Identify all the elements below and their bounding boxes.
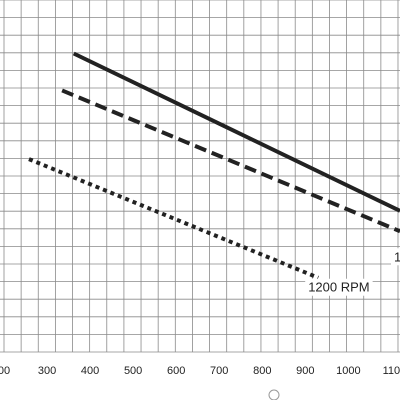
x-tick-label: 900 [296,365,314,377]
series-line-solid [72,51,400,213]
grid [0,0,400,353]
series-label-background [305,278,373,296]
x-tick-label: 800 [253,365,271,377]
x-tick-label: 500 [124,365,142,377]
x-tick-label: 110 [383,365,400,377]
series-labels: 1 1200 RPM [305,248,400,296]
x-tick-label: 600 [167,365,185,377]
series-label: 1200 RPM [308,280,369,295]
x-tick-label: 400 [81,365,99,377]
x-tick-label: 1000 [336,365,360,377]
series-lines [28,51,400,280]
x-tick-label: 700 [210,365,228,377]
x-axis-tick-labels: 00 300 400 500 600 700 800 900 1000 110 [0,365,400,377]
x-tick-label: 00 [0,365,10,377]
series-label: 1 [394,249,400,264]
x-tick-label: 300 [38,365,56,377]
series-line-dashed [61,88,400,234]
series-label-background [391,248,400,266]
circle-outline-icon[interactable] [268,389,280,400]
